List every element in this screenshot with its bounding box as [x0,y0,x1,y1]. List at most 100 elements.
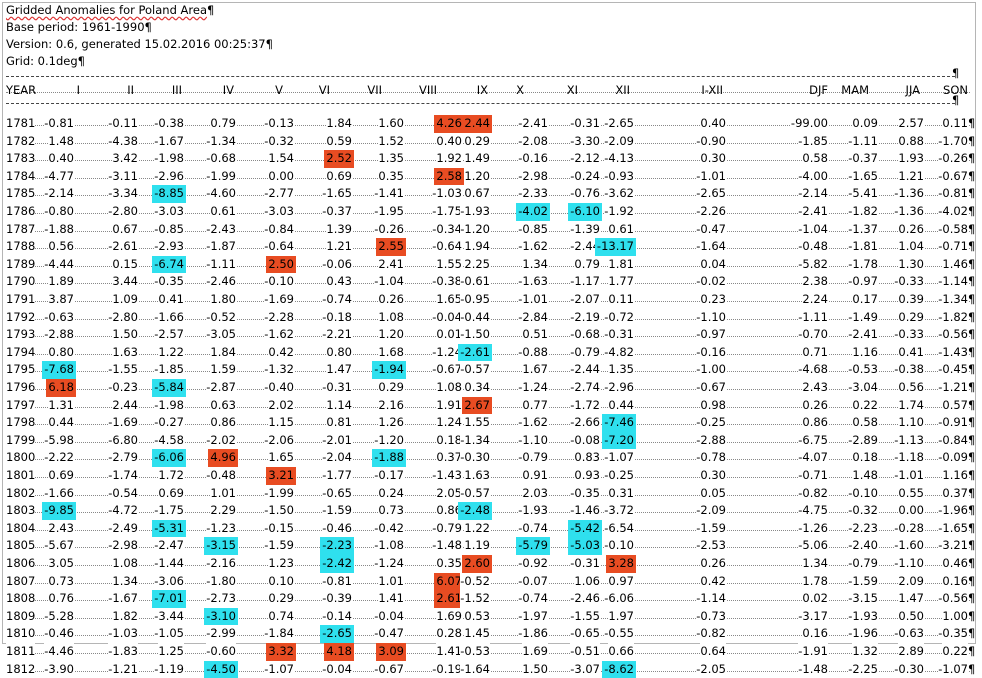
value-cell: -2.40 [848,537,878,555]
value-cell: 1.35 [608,361,634,379]
value-cell: -1.01 [696,167,726,186]
table-row: 1796 6.18 -0.23 -5.84 -2.87 -0.40 -0.31 0.29 1.0… [0,379,982,397]
value-cell: 0.69 [158,484,184,503]
value-cell: -0.95 [460,291,490,309]
value-cell: -1.34 [938,291,968,309]
value-cell: -1.62 [264,326,294,344]
value-cell: 1.21 [898,167,924,186]
version: Version: 0.6, generated 15.02.2016 00:25… [6,37,266,51]
value-cell: 0.73 [378,502,404,520]
value-cell: 2.03 [522,484,548,503]
pilcrow: ¶ [952,93,960,107]
value-cell: -1.65 [322,185,352,203]
value-cell: 2.25 [464,255,490,274]
value-cell: -0.31 [604,326,634,344]
value-cell: -1.11 [848,132,878,151]
value-cell: -3.17 [798,607,828,626]
value-cell: 1.91 [436,396,462,415]
value-cell: -2.66 [570,414,600,432]
pilcrow: ¶ [968,415,976,430]
year-cell: 1812 [6,660,36,678]
value-cell: -1.18 [894,449,924,467]
year-cell: 1807 [6,572,36,591]
value-cell: 1.84 [210,343,236,362]
value-cell: -1.20 [374,431,404,450]
year-cell: 1801 [6,467,36,485]
value-cell: -1.14 [938,273,968,291]
pilcrow: ¶ [968,168,976,183]
pilcrow: ¶ [968,274,976,289]
value-cell: 1.52 [378,132,404,151]
value-cell: 2.16 [378,396,404,415]
value-cell: -1.19 [154,660,184,678]
table-row: 1783 0.40 3.42 -1.98 -0.68 1.54 2.52 1.35 1.92 1.… [0,150,982,168]
cold-anomaly-cell: -5.79 [516,537,550,555]
year-cell: 1785 [6,185,36,203]
value-cell: -0.27 [154,414,184,432]
value-cell: -1.10 [518,431,548,450]
value-cell: 0.29 [378,379,404,397]
year-cell: 1787 [6,220,36,239]
value-cell: -0.65 [570,625,600,643]
value-cell: -3.04 [848,379,878,397]
value-cell: -3.07 [570,660,600,678]
value-cell: 2.44 [112,396,138,415]
value-cell: -0.79 [432,519,462,538]
value-cell: -0.28 [894,519,924,538]
value-cell: -0.55 [604,625,634,643]
column-header-vii: VII [367,83,382,97]
value-cell: -2.65 [604,115,634,133]
value-cell: 1.48 [48,132,74,151]
value-cell: 1.34 [112,572,138,591]
value-cell: -1.00 [696,361,726,379]
column-header-ix: IX [476,83,488,97]
value-cell: -1.93 [460,203,490,221]
pilcrow: ¶ [968,186,976,201]
value-cell: -2.16 [206,555,236,573]
column-header-year: YEAR [6,83,37,97]
value-cell: -2.28 [264,308,294,327]
warm-anomaly-cell: 3.09 [376,643,406,661]
value-cell: -2.43 [206,220,236,239]
value-cell: -1.01 [518,291,548,309]
value-cell: 0.26 [700,555,726,573]
pilcrow: ¶ [968,503,976,518]
value-cell: 1.10 [898,414,924,432]
value-cell: -1.75 [432,203,462,221]
pilcrow: ¶ [968,133,976,148]
value-cell: 1.80 [210,291,236,309]
column-header-v: V [275,83,283,97]
pilcrow: ¶ [968,608,976,623]
value-cell: 0.71 [802,343,828,362]
value-cell: 0.35 [436,555,462,573]
value-cell: -1.52 [460,590,490,608]
pilcrow: ¶ [968,204,976,218]
pilcrow: ¶ [968,468,976,482]
base-period: Base period: 1961-1990 [6,20,145,34]
value-cell: 2.43 [802,379,828,397]
value-cell: -1.37 [848,220,878,239]
value-cell: -0.57 [460,361,490,379]
value-cell: -2.14 [798,185,828,203]
year-cell: 1808 [6,590,36,608]
table-row: 1792 -0.63 -2.80 -1.66 -0.52 -2.28 -0.18 1.08 -0… [0,308,982,327]
column-header-i-xii: I-XII [701,83,723,97]
year-cell: 1791 [6,291,36,309]
value-cell: 1.35 [378,150,404,168]
value-cell: 0.18 [436,431,462,450]
value-cell: -2.07 [570,291,600,309]
value-cell: -0.64 [264,238,294,256]
value-cell: 1.39 [326,220,352,239]
value-cell: 1.94 [464,238,490,256]
table-row: 1785 -2.14 -3.34 -8.85 -4.60 -2.77 -1.65 -1.41 -… [0,185,982,203]
value-cell: -1.72 [570,396,600,415]
table-row: 1810 -0.46 -1.03 -1.05 -2.99 -1.84 -2.65 -0.47 0… [0,625,982,643]
value-cell: 0.00 [268,167,294,186]
value-cell: 0.23 [700,291,726,309]
value-cell: 1.69 [522,643,548,661]
value-cell: 0.18 [852,449,878,467]
column-header-x: X [516,83,524,97]
value-cell: -0.26 [938,150,968,168]
table-row: 1806 3.05 1.08 -1.44 -2.16 1.23 -2.42 -1.24 0.35… [0,555,982,573]
value-cell: -0.04 [322,660,352,678]
